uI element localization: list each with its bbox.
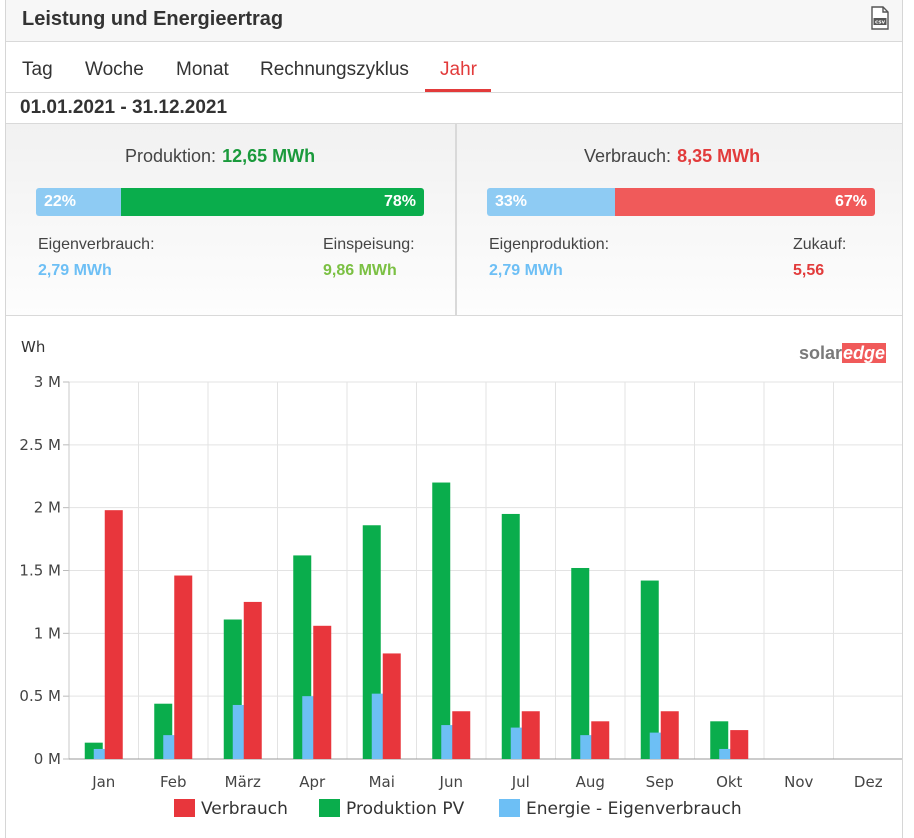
y-tick-label: 2 M [34,499,61,517]
x-tick-label: Jul [511,773,530,791]
active-tab-indicator [425,89,491,92]
x-tick-label: Okt [716,773,742,791]
solaredge-logo: solaredge [798,343,886,363]
y-tick-label: 2.5 M [19,436,61,454]
legend-swatch [499,799,520,817]
widget-title: Leistung und Energieertrag [22,8,284,30]
csv-icon-label: csv [875,20,886,26]
x-tick-label: Nov [784,773,813,791]
monthly-energy-chart: solaredge Wh 0 M 0.5 M 1 M 1.5 M 2 M 2.5 M 3 M J… [6,325,904,838]
consumption-label: Verbrauch: [584,146,672,166]
tab-rechnungszyklus[interactable]: Rechnungszyklus [260,59,409,80]
legend-swatch [319,799,340,817]
y-tick-label: 3 M [34,373,61,391]
x-tick-label: Feb [160,773,187,791]
bar-verbrauch [174,575,193,759]
bar-verbrauch [313,625,332,759]
date-range: 01.01.2021 - 31.12.2021 [20,97,228,118]
legend-label: Energie - Eigenverbrauch [526,799,742,819]
bar-verbrauch [382,653,401,759]
bar-verbrauch [452,711,471,759]
export-value: 9,86 MWh [323,262,397,279]
consumption-split-bar: 33% 67% [487,188,875,216]
legend-label: Verbrauch [201,799,288,819]
x-tick-label: Mai [369,773,395,791]
tab-tag[interactable]: Tag [22,59,53,80]
x-tick-label: März [225,773,261,791]
export-label: Einspeisung: [323,236,415,253]
x-tick-label: Apr [299,773,326,791]
consumption-value: 8,35 MWh [677,146,761,166]
chart-canvas: Wh 0 M 0.5 M 1 M 1.5 M 2 M 2.5 M 3 M Jan Feb März A… [19,338,904,819]
y-tick-label: 1 M [34,624,61,642]
bar-produktion-pv [501,513,520,759]
bar-verbrauch [591,721,610,759]
legend-label: Produktion PV [346,799,465,819]
x-tick-label: Jan [91,773,115,791]
consumption-self-segment: 33% [487,188,616,216]
production-self-segment: 22% [36,188,122,216]
x-tick-label: Aug [576,773,605,791]
bar-produktion-pv [571,567,590,759]
consumption-summary: Verbrauch: 8,35 MWh [584,146,760,167]
production-split-bar: 22% 78% [36,188,424,216]
production-label: Produktion: [125,146,217,166]
import-label: Zukauf: [793,236,847,253]
tab-monat[interactable]: Monat [176,59,229,80]
bar-verbrauch [243,601,262,759]
self-production-value: 2,79 MWh [489,262,563,279]
bar-verbrauch [104,510,123,759]
period-tabs: Tag Woche Monat Rechnungszyklus Jahr [6,43,902,93]
widget-header: Leistung und Energieertrag csv [6,0,902,42]
consumption-import-segment: 67% [615,188,875,216]
bar-verbrauch [521,711,540,759]
self-production-label: Eigenproduktion: [489,236,610,253]
y-tick-label: 0.5 M [19,687,61,705]
panel-divider [455,124,457,316]
y-tick-label: 0 M [34,750,61,768]
self-consumption-value: 2,79 MWh [38,262,112,279]
bar-verbrauch [730,730,749,759]
y-tick-label: 1.5 M [19,562,61,580]
x-tick-label: Jun [439,773,463,791]
production-export-segment: 78% [121,188,424,216]
bar-eigenverbrauch [719,748,738,759]
production-value: 12,65 MWh [222,146,316,166]
self-consumption-label: Eigenverbrauch: [38,236,155,253]
bar-produktion-pv [432,482,451,759]
bar-verbrauch [660,711,679,759]
import-value: 5,56 [793,262,825,279]
production-summary: Produktion: 12,65 MWh [125,146,315,167]
legend-swatch [174,799,195,817]
tab-jahr[interactable]: Jahr [440,59,477,80]
energy-widget: Leistung und Energieertrag csv Tag Woche… [5,0,904,838]
tab-woche[interactable]: Woche [85,59,144,80]
summary-panels: Produktion: 12,65 MWh 22% 78% Eigenverbra… [6,123,902,316]
x-tick-label: Sep [646,773,674,791]
csv-download-icon[interactable]: csv [870,6,890,30]
y-axis-label: Wh [21,338,45,356]
x-tick-label: Dez [854,773,883,791]
bar-eigenverbrauch [93,748,112,759]
bar-produktion-pv [640,580,659,759]
